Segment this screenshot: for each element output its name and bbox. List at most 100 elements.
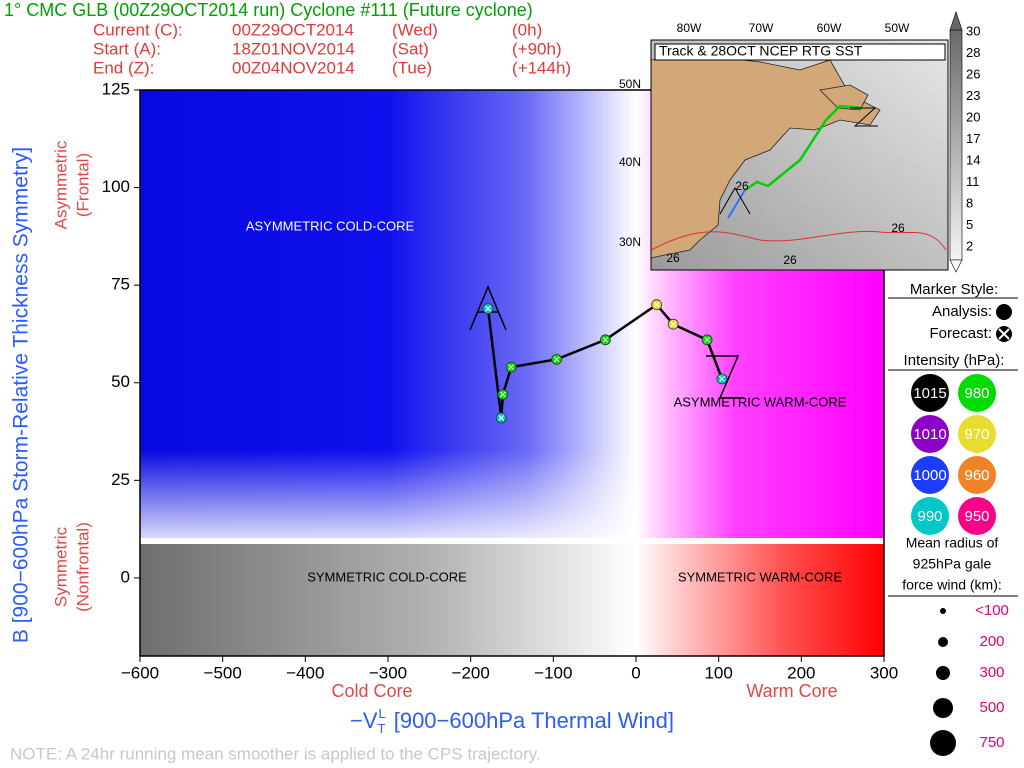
point-cross (498, 415, 505, 421)
colorbar-label: 5 (966, 217, 973, 232)
point-cross (485, 305, 491, 312)
colorbar-label: 14 (966, 152, 980, 167)
map-track (744, 104, 863, 192)
map-symbols (719, 107, 878, 215)
header-field: (0h) (512, 20, 542, 39)
colorbar-label: 23 (966, 88, 980, 103)
trajectory (486, 303, 724, 419)
colorbar-label: 11 (966, 174, 980, 189)
legend-label: Forecast: (929, 325, 992, 342)
x-axis-label-part: L (378, 706, 385, 721)
intensity-label: 970 (964, 426, 989, 443)
point-cross (719, 376, 725, 382)
colorbar-end (949, 259, 963, 273)
header-field: Current (C): (93, 20, 183, 39)
lat-label: 30N (619, 235, 641, 249)
map-title: Track & 28OCT NCEP RTG SST (659, 43, 863, 59)
lon-label: 70W (749, 21, 774, 35)
size-label: 750 (979, 734, 1004, 751)
intensity-label: 990 (917, 508, 942, 525)
intensity-swatch (958, 497, 996, 535)
x-axis-label-part: T (378, 721, 386, 736)
y-sublabel: Asymmetric (51, 140, 70, 229)
region-label: SYMMETRIC WARM-CORE (678, 569, 843, 584)
colorbar-label: 17 (966, 131, 980, 146)
colorbar (949, 29, 963, 261)
x-tick-label: 0 (631, 663, 640, 682)
y-tick-label: 25 (111, 470, 130, 489)
legend-title: Mean radius of (906, 535, 999, 551)
region-fill (140, 544, 636, 656)
region-label: ASYMMETRIC WARM-CORE (674, 394, 847, 409)
header-field: End (Z): (93, 58, 154, 77)
intensity-swatch (911, 456, 949, 494)
x-tick-label: −100 (534, 663, 572, 682)
colorbar-label: 30 (966, 23, 980, 38)
x-tick-label: 300 (870, 663, 898, 682)
map-land (819, 84, 869, 111)
lat-label: 50N (619, 77, 641, 91)
map-frame (650, 39, 949, 271)
lon-label: 60W (817, 21, 842, 35)
intensity-swatch (958, 415, 996, 453)
y-sublabel: Symmetric (51, 526, 70, 607)
x-sublabel: Cold Core (331, 681, 412, 701)
intensity-label: 1015 (913, 385, 946, 402)
lat-label: 40N (619, 155, 641, 169)
region-fill (636, 544, 884, 656)
x-tick-label: −400 (286, 663, 324, 682)
size-label: <100 (975, 602, 1009, 619)
legend-title: force wind (km): (902, 577, 1002, 593)
legend-title: 925hPa gale (913, 556, 992, 572)
y-tick-label: 75 (111, 275, 130, 294)
point-cross (670, 321, 677, 328)
plot-frame (139, 89, 885, 657)
header-title: 1° CMC GLB (00Z29OCT2014 run) Cyclone #1… (4, 0, 533, 20)
intensity-swatch (911, 415, 949, 453)
colorbar-label: 8 (966, 195, 973, 210)
contour-label: 26 (735, 179, 749, 193)
size-label: 200 (979, 633, 1004, 650)
y-tick-label: 100 (102, 177, 130, 196)
x-axis-label: −VTL [900−600hPa Thermal Wind] (350, 706, 674, 736)
colorbar-label: 20 (966, 109, 980, 124)
x-tick-label: 100 (704, 663, 732, 682)
y-tick-label: 125 (102, 79, 130, 98)
x-tick-label: −500 (204, 663, 242, 682)
point-cross (602, 336, 609, 343)
intensity-label: 950 (964, 508, 989, 525)
header-field: (+144h) (512, 58, 571, 77)
x-sublabel: Warm Core (746, 681, 837, 701)
header-field: 00Z04NOV2014 (232, 58, 355, 77)
colorbar-label: 2 (966, 238, 973, 253)
y-axis-label: B [900−600hPa Storm-Relative Thickness S… (10, 147, 33, 643)
map-track (727, 189, 746, 219)
y-tick-label: 0 (121, 567, 130, 586)
header-field: (Sat) (392, 39, 429, 58)
end-symbol (706, 355, 744, 399)
contour-label: 26 (891, 221, 905, 235)
size-swatch (933, 698, 953, 718)
contour-label: 26 (666, 251, 680, 265)
header-field: (Wed) (392, 20, 438, 39)
point-cross (500, 391, 506, 398)
point-cross (508, 364, 515, 370)
region-label: SYMMETRIC COLD-CORE (307, 569, 467, 584)
region-label: ASYMMETRIC COLD-CORE (246, 218, 415, 233)
point-cross (553, 356, 560, 363)
point-cross (704, 336, 710, 343)
legend-analysis-marker (996, 304, 1012, 320)
x-tick-label: −300 (369, 663, 407, 682)
x-axis-label-part: [900−600hPa Thermal Wind] (394, 708, 674, 733)
header-field: Start (A): (93, 39, 161, 58)
x-tick-label: 200 (787, 663, 815, 682)
lon-label: 80W (677, 21, 702, 35)
x-tick-label: −600 (121, 663, 159, 682)
intensity-label: 1010 (913, 426, 946, 443)
lon-label: 50W (885, 21, 910, 35)
size-swatch (930, 730, 956, 756)
x-axis-label-part: −V (350, 708, 378, 733)
note: NOTE: A 24hr running mean smoother is ap… (10, 744, 541, 763)
legend-forecast-cross (998, 328, 1010, 340)
